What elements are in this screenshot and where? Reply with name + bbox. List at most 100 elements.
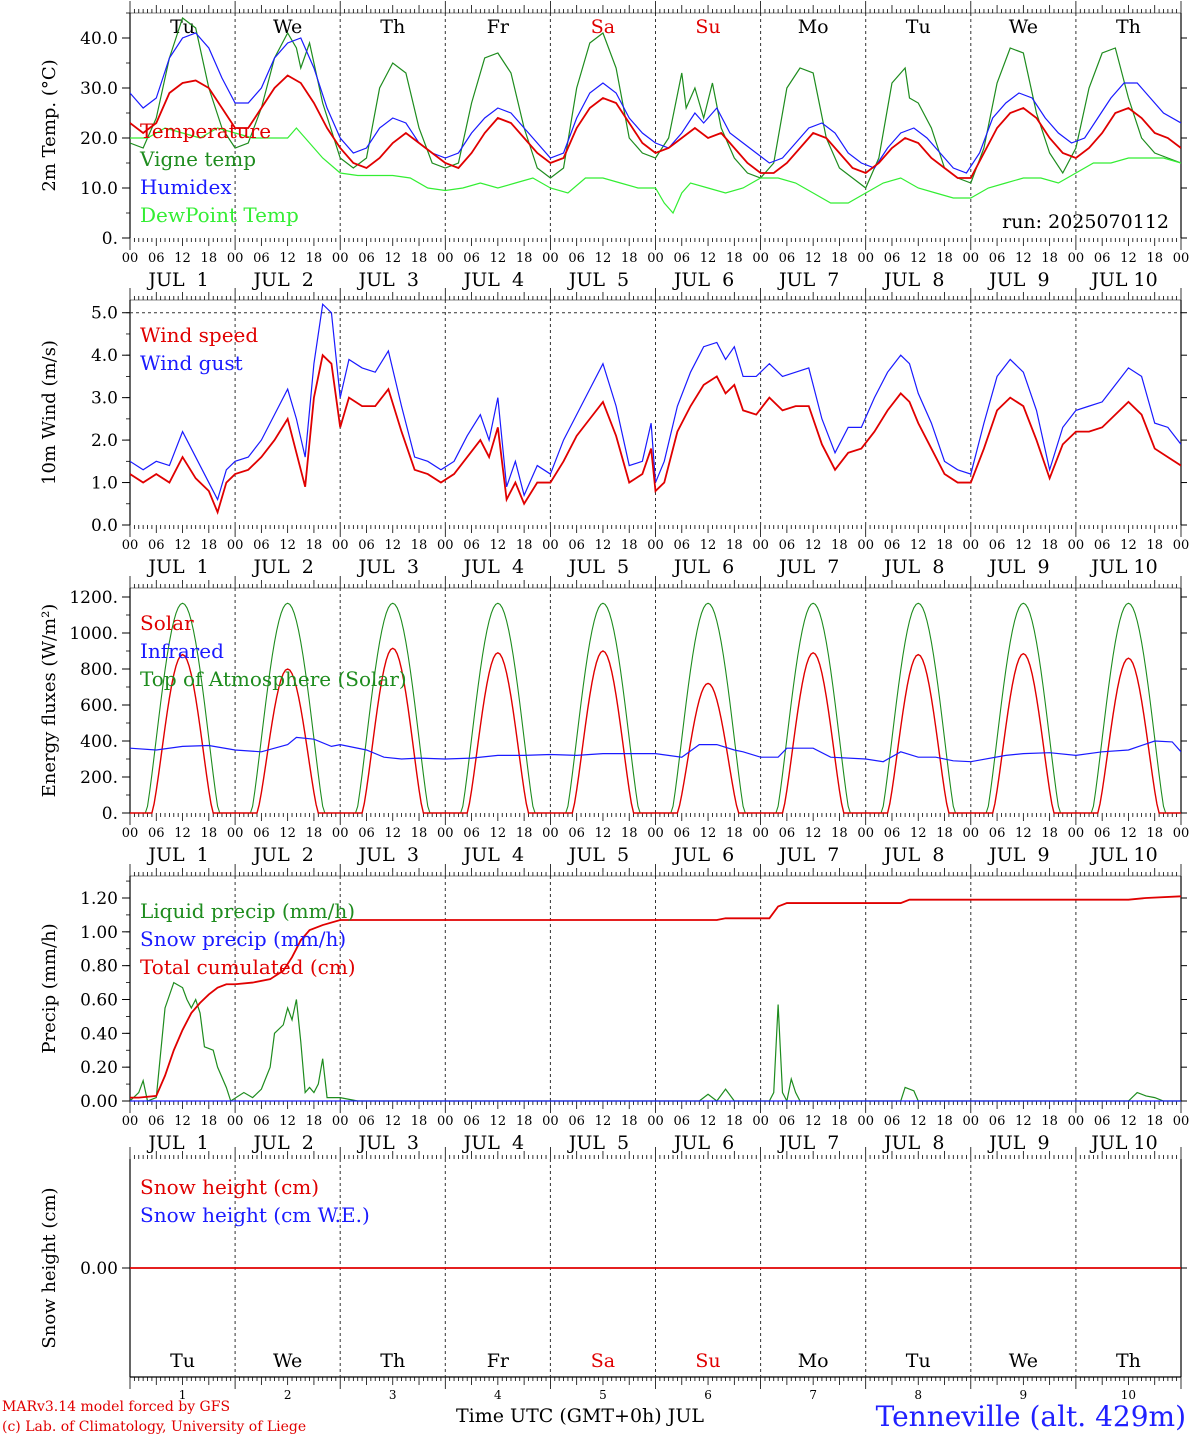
date-label: JUL 10 [1089,1132,1157,1154]
date-label: JUL 3 [357,556,419,578]
date-label: JUL 4 [462,269,524,291]
plot-area [130,895,1181,1103]
y-tick-label: 1000. [69,624,118,644]
hour-tick-label: 06 [568,538,585,553]
hour-tick-label: 06 [674,251,691,266]
date-label: JUL 2 [251,269,313,291]
day-number-label: 5 [599,1388,607,1402]
series-line [130,981,1181,1103]
day-of-week-label: Tu [170,16,195,38]
hour-tick-label: 06 [463,538,480,553]
time-axis-title: Time UTC (GMT+0h) JUL [456,1405,704,1427]
day-of-week-label: Th [380,16,405,38]
day-of-week-label: Mo [798,1350,829,1372]
legend-entry: DewPoint Temp [140,203,299,227]
date-label: JUL 10 [1089,556,1157,578]
day-number-label: 8 [914,1388,922,1402]
y-axis-label: Snow height (cm) [39,1187,60,1348]
y-tick-label: 0.00 [80,1259,118,1279]
hour-tick-label: 12 [805,251,822,266]
series-line [130,127,1181,215]
hour-tick-label: 00 [437,538,454,553]
legend-entry: Top of Atmosphere (Solar) [140,667,407,691]
y-tick-label: 5.0 [91,304,118,324]
legend-entry: Snow height (cm W.E.) [140,1203,370,1227]
date-label: JUL 5 [567,269,629,291]
hour-tick-label: 18 [936,538,953,553]
hour-tick-label: 12 [279,1114,296,1129]
y-tick-label: 0.00 [80,1092,118,1112]
legend-entry: Wind speed [140,323,258,347]
hour-tick-label: 06 [1094,538,1111,553]
hour-tick-label: 18 [1146,1114,1163,1129]
hour-tick-label: 12 [1015,251,1032,266]
hour-tick-label: 12 [1120,251,1137,266]
day-number-label: 2 [284,1388,292,1402]
day-of-week-label: Tu [906,1350,931,1372]
day-of-week-label: Th [1116,16,1141,38]
hour-tick-label: 00 [857,251,874,266]
hour-tick-label: 12 [490,538,507,553]
legend-entry: Infrared [140,639,224,663]
day-number-label: 3 [389,1388,397,1402]
legend-entry: Total cumulated (cm) [140,955,356,979]
date-label: JUL 3 [357,1132,419,1154]
run-annotation: run: 2025070112 [1002,211,1169,233]
series-line [130,353,1181,515]
hour-tick-label: 06 [148,1114,165,1129]
date-label: JUL 9 [987,844,1049,866]
hour-tick-label: 18 [621,826,638,841]
series-line [130,32,1181,174]
y-tick-label: 10.0 [80,179,118,199]
y-tick-label: 400. [80,732,118,752]
hour-tick-label: 00 [542,538,559,553]
hour-tick-label: 18 [516,1114,533,1129]
date-label: JUL 4 [462,1132,524,1154]
hour-tick-label: 12 [1120,538,1137,553]
hour-tick-label: 06 [253,538,270,553]
solar-line [130,647,1181,814]
hour-tick-label: 18 [516,251,533,266]
day-of-week-label: We [273,1350,302,1372]
date-label: JUL 1 [146,556,208,578]
hour-tick-label: 06 [884,826,901,841]
hour-tick-label: 18 [726,1114,743,1129]
hour-tick-label: 00 [122,251,139,266]
hour-tick-label: 18 [201,538,218,553]
date-label: JUL 8 [882,844,944,866]
date-label: JUL 6 [672,269,734,291]
hour-tick-label: 00 [227,251,244,266]
hour-tick-label: 00 [332,826,349,841]
date-label: JUL 4 [462,844,524,866]
date-label: JUL 1 [146,1132,208,1154]
hour-tick-label: 18 [621,251,638,266]
hour-tick-label: 18 [936,251,953,266]
y-tick-label: 0. [102,229,118,249]
y-tick-label: 1.00 [80,923,118,943]
hour-tick-label: 12 [279,826,296,841]
day-of-week-label: Su [695,1350,720,1372]
date-label: JUL 5 [567,844,629,866]
hour-tick-label: 18 [936,826,953,841]
y-tick-label: 0.60 [80,990,118,1010]
plot-area [130,602,1181,814]
hour-tick-label: 00 [647,826,664,841]
day-number-label: 4 [494,1388,502,1402]
day-of-week-label: Mo [798,16,829,38]
hour-tick-label: 18 [1041,1114,1058,1129]
hour-tick-label: 06 [253,1114,270,1129]
hour-tick-label: 18 [1041,538,1058,553]
series-line [130,74,1181,179]
legend-entry: Wind gust [140,351,243,375]
hour-tick-label: 00 [227,1114,244,1129]
hour-tick-label: 06 [358,1114,375,1129]
hour-tick-label: 00 [963,251,980,266]
hour-tick-label: 00 [437,826,454,841]
hour-tick-label: 00 [857,538,874,553]
hour-tick-label: 18 [306,1114,323,1129]
hour-tick-label: 18 [411,251,428,266]
hour-tick-label: 00 [1173,251,1190,266]
hour-tick-label: 00 [963,538,980,553]
hour-tick-label: 12 [595,251,612,266]
hour-tick-label: 06 [568,826,585,841]
